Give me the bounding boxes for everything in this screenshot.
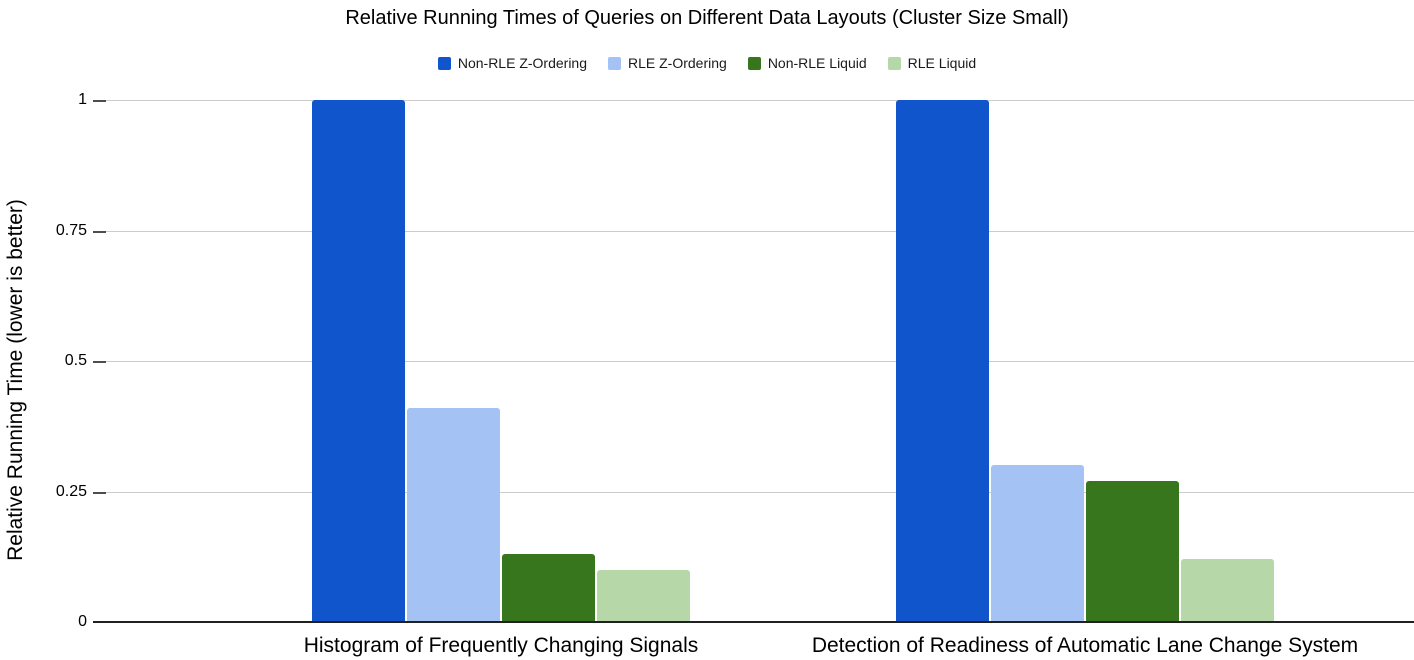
chart-title: Relative Running Times of Queries on Dif… [345, 7, 1069, 29]
legend-item-non-rle-z-ordering[interactable]: Non-RLE Z-Ordering [437, 55, 587, 71]
bar-non-rle-liquid-cat1[interactable] [502, 554, 595, 621]
bar-rle-z-ordering-cat1[interactable] [407, 407, 500, 621]
legend-label: RLE Z-Ordering [628, 55, 727, 71]
y-tick-label: 1 [78, 91, 87, 108]
bar-rle-liquid-cat2[interactable] [1181, 559, 1274, 621]
gridline-0.75 [100, 230, 1414, 232]
y-tick-label: 0 [78, 613, 87, 630]
y-axis-title: Relative Running Time (lower is better) [4, 199, 27, 561]
legend-item-non-rle-liquid[interactable]: Non-RLE Liquid [747, 55, 867, 71]
y-tick-label: 0.75 [55, 221, 87, 239]
bar-rle-z-ordering-cat2[interactable] [991, 465, 1084, 621]
legend: Non-RLE Z-Ordering RLE Z-Ordering Non-RLE … [0, 54, 1414, 72]
legend-item-rle-liquid[interactable]: RLE Liquid [887, 55, 977, 71]
legend-label: RLE Liquid [907, 55, 977, 71]
y-axis-tick [93, 361, 106, 363]
bar-non-rle-liquid-cat2[interactable] [1086, 481, 1179, 621]
bar-rle-liquid-cat1[interactable] [597, 569, 690, 621]
legend-swatch [747, 56, 761, 70]
legend-label: Non-RLE Z-Ordering [457, 55, 587, 71]
x-category-label: Detection of Readiness of Automatic Lane… [811, 634, 1359, 657]
legend-label: Non-RLE Liquid [767, 55, 867, 71]
gridline-0.25 [100, 491, 1414, 493]
y-tick-label: 0.25 [55, 482, 87, 500]
gridline-0.5 [100, 361, 1414, 362]
bar-non-rle-z-ordering-cat1[interactable] [312, 100, 405, 621]
legend-swatch [608, 56, 621, 70]
bar-non-rle-z-ordering-cat2[interactable] [896, 100, 989, 621]
y-axis-tick [93, 230, 106, 233]
legend-item-rle-z-ordering[interactable]: RLE Z-Ordering [608, 55, 727, 71]
x-axis-line [93, 621, 1414, 623]
y-axis-tick [93, 100, 106, 102]
gridline-1 [100, 100, 1414, 101]
y-tick-label: 0.5 [64, 352, 87, 369]
legend-swatch [887, 56, 901, 70]
x-category-label: Histogram of Frequently Changing Signals [303, 634, 699, 657]
legend-swatch [437, 56, 451, 70]
y-axis-tick [93, 491, 106, 494]
